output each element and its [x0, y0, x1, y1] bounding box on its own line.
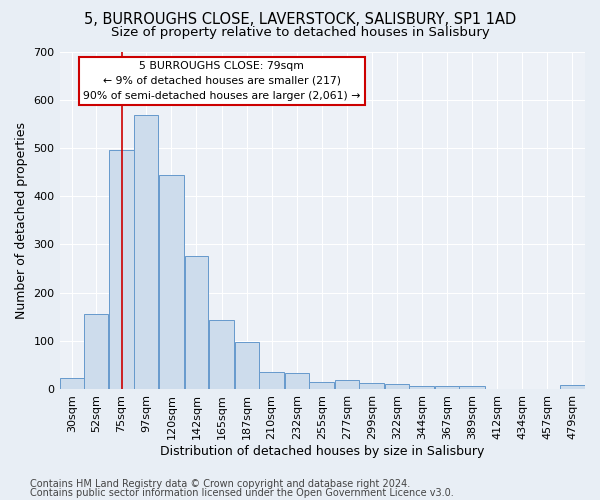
Bar: [85, 314, 108, 389]
X-axis label: Distribution of detached houses by size in Salisbury: Distribution of detached houses by size …: [160, 444, 484, 458]
Bar: [309, 382, 334, 389]
Bar: [134, 115, 158, 389]
Bar: [409, 386, 434, 389]
Text: Contains public sector information licensed under the Open Government Licence v3: Contains public sector information licen…: [30, 488, 454, 498]
Bar: [259, 372, 284, 389]
Bar: [359, 383, 385, 389]
Text: 5 BURROUGHS CLOSE: 79sqm
← 9% of detached houses are smaller (217)
90% of semi-d: 5 BURROUGHS CLOSE: 79sqm ← 9% of detache…: [83, 61, 360, 100]
Bar: [60, 378, 84, 389]
Bar: [385, 384, 409, 389]
Bar: [159, 176, 184, 389]
Bar: [560, 385, 585, 389]
Bar: [435, 386, 459, 389]
Bar: [460, 386, 485, 389]
Bar: [235, 342, 259, 389]
Bar: [284, 373, 308, 389]
Text: Contains HM Land Registry data © Crown copyright and database right 2024.: Contains HM Land Registry data © Crown c…: [30, 479, 410, 489]
Bar: [335, 380, 359, 389]
Bar: [209, 320, 234, 389]
Y-axis label: Number of detached properties: Number of detached properties: [15, 122, 28, 318]
Text: Size of property relative to detached houses in Salisbury: Size of property relative to detached ho…: [110, 26, 490, 39]
Text: 5, BURROUGHS CLOSE, LAVERSTOCK, SALISBURY, SP1 1AD: 5, BURROUGHS CLOSE, LAVERSTOCK, SALISBUR…: [84, 12, 516, 28]
Bar: [109, 150, 134, 389]
Bar: [185, 256, 208, 389]
